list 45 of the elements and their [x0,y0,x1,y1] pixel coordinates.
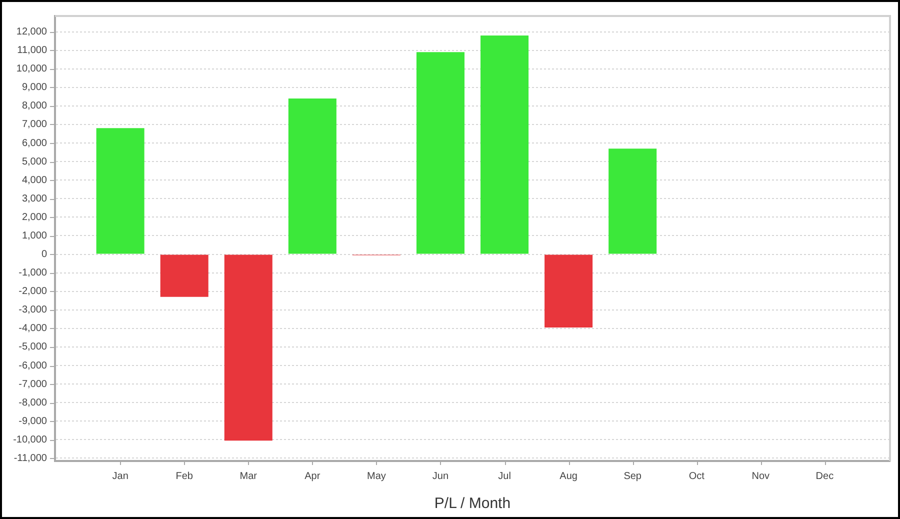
y-tick-label: -1,000 [18,268,48,279]
y-tick-label: 1,000 [22,230,48,242]
bar [608,148,657,254]
bar [480,35,529,254]
y-tick-label: 3,000 [22,193,48,204]
y-tick-label: -9,000 [18,416,48,427]
x-tick-label: May [366,470,386,482]
y-tick-label: 9,000 [22,82,48,94]
x-tick-label: Jul [498,470,511,482]
bar [96,128,144,254]
y-tick-label: 0 [41,249,48,260]
x-tick-label: Sep [624,470,642,482]
y-tick-label: -3,000 [18,304,48,316]
bar [224,254,272,441]
y-tick-label: -4,000 [18,323,48,334]
y-tick-label: -10,000 [13,434,48,446]
y-tick-label: 7,000 [22,119,48,130]
y-tick-label: 12,000 [16,26,48,38]
y-tick-label: 8,000 [22,100,48,112]
bar [288,98,336,254]
x-tick-label: Apr [304,470,321,482]
y-tick-label: 2,000 [22,212,48,223]
x-tick-label: Dec [816,470,834,482]
x-tick-label: Jun [432,470,449,482]
x-tick-label: Oct [688,470,705,482]
x-tick-label: Feb [176,470,194,482]
y-tick-label: -7,000 [18,378,48,390]
y-tick-label: 4,000 [22,174,48,186]
bar [416,52,464,254]
x-axis-title: P/L / Month [434,495,511,512]
x-tick-label: Jan [112,470,128,482]
bar [160,254,208,297]
y-tick-label: -2,000 [18,286,48,298]
x-tick-label: Nov [752,470,770,482]
y-tick-label: 10,000 [16,64,48,75]
x-tick-label: Mar [240,470,258,482]
bar [544,254,593,328]
y-tick-label: -6,000 [18,360,48,372]
y-tick-label: 6,000 [22,138,48,149]
y-tick-label: -11,000 [14,452,48,464]
y-tick-label: 11,000 [17,45,48,56]
y-tick-label: -5,000 [18,342,48,353]
y-tick-label: 5,000 [22,156,48,168]
x-tick-label: Aug [560,470,578,482]
y-tick-label: -8,000 [18,397,48,408]
